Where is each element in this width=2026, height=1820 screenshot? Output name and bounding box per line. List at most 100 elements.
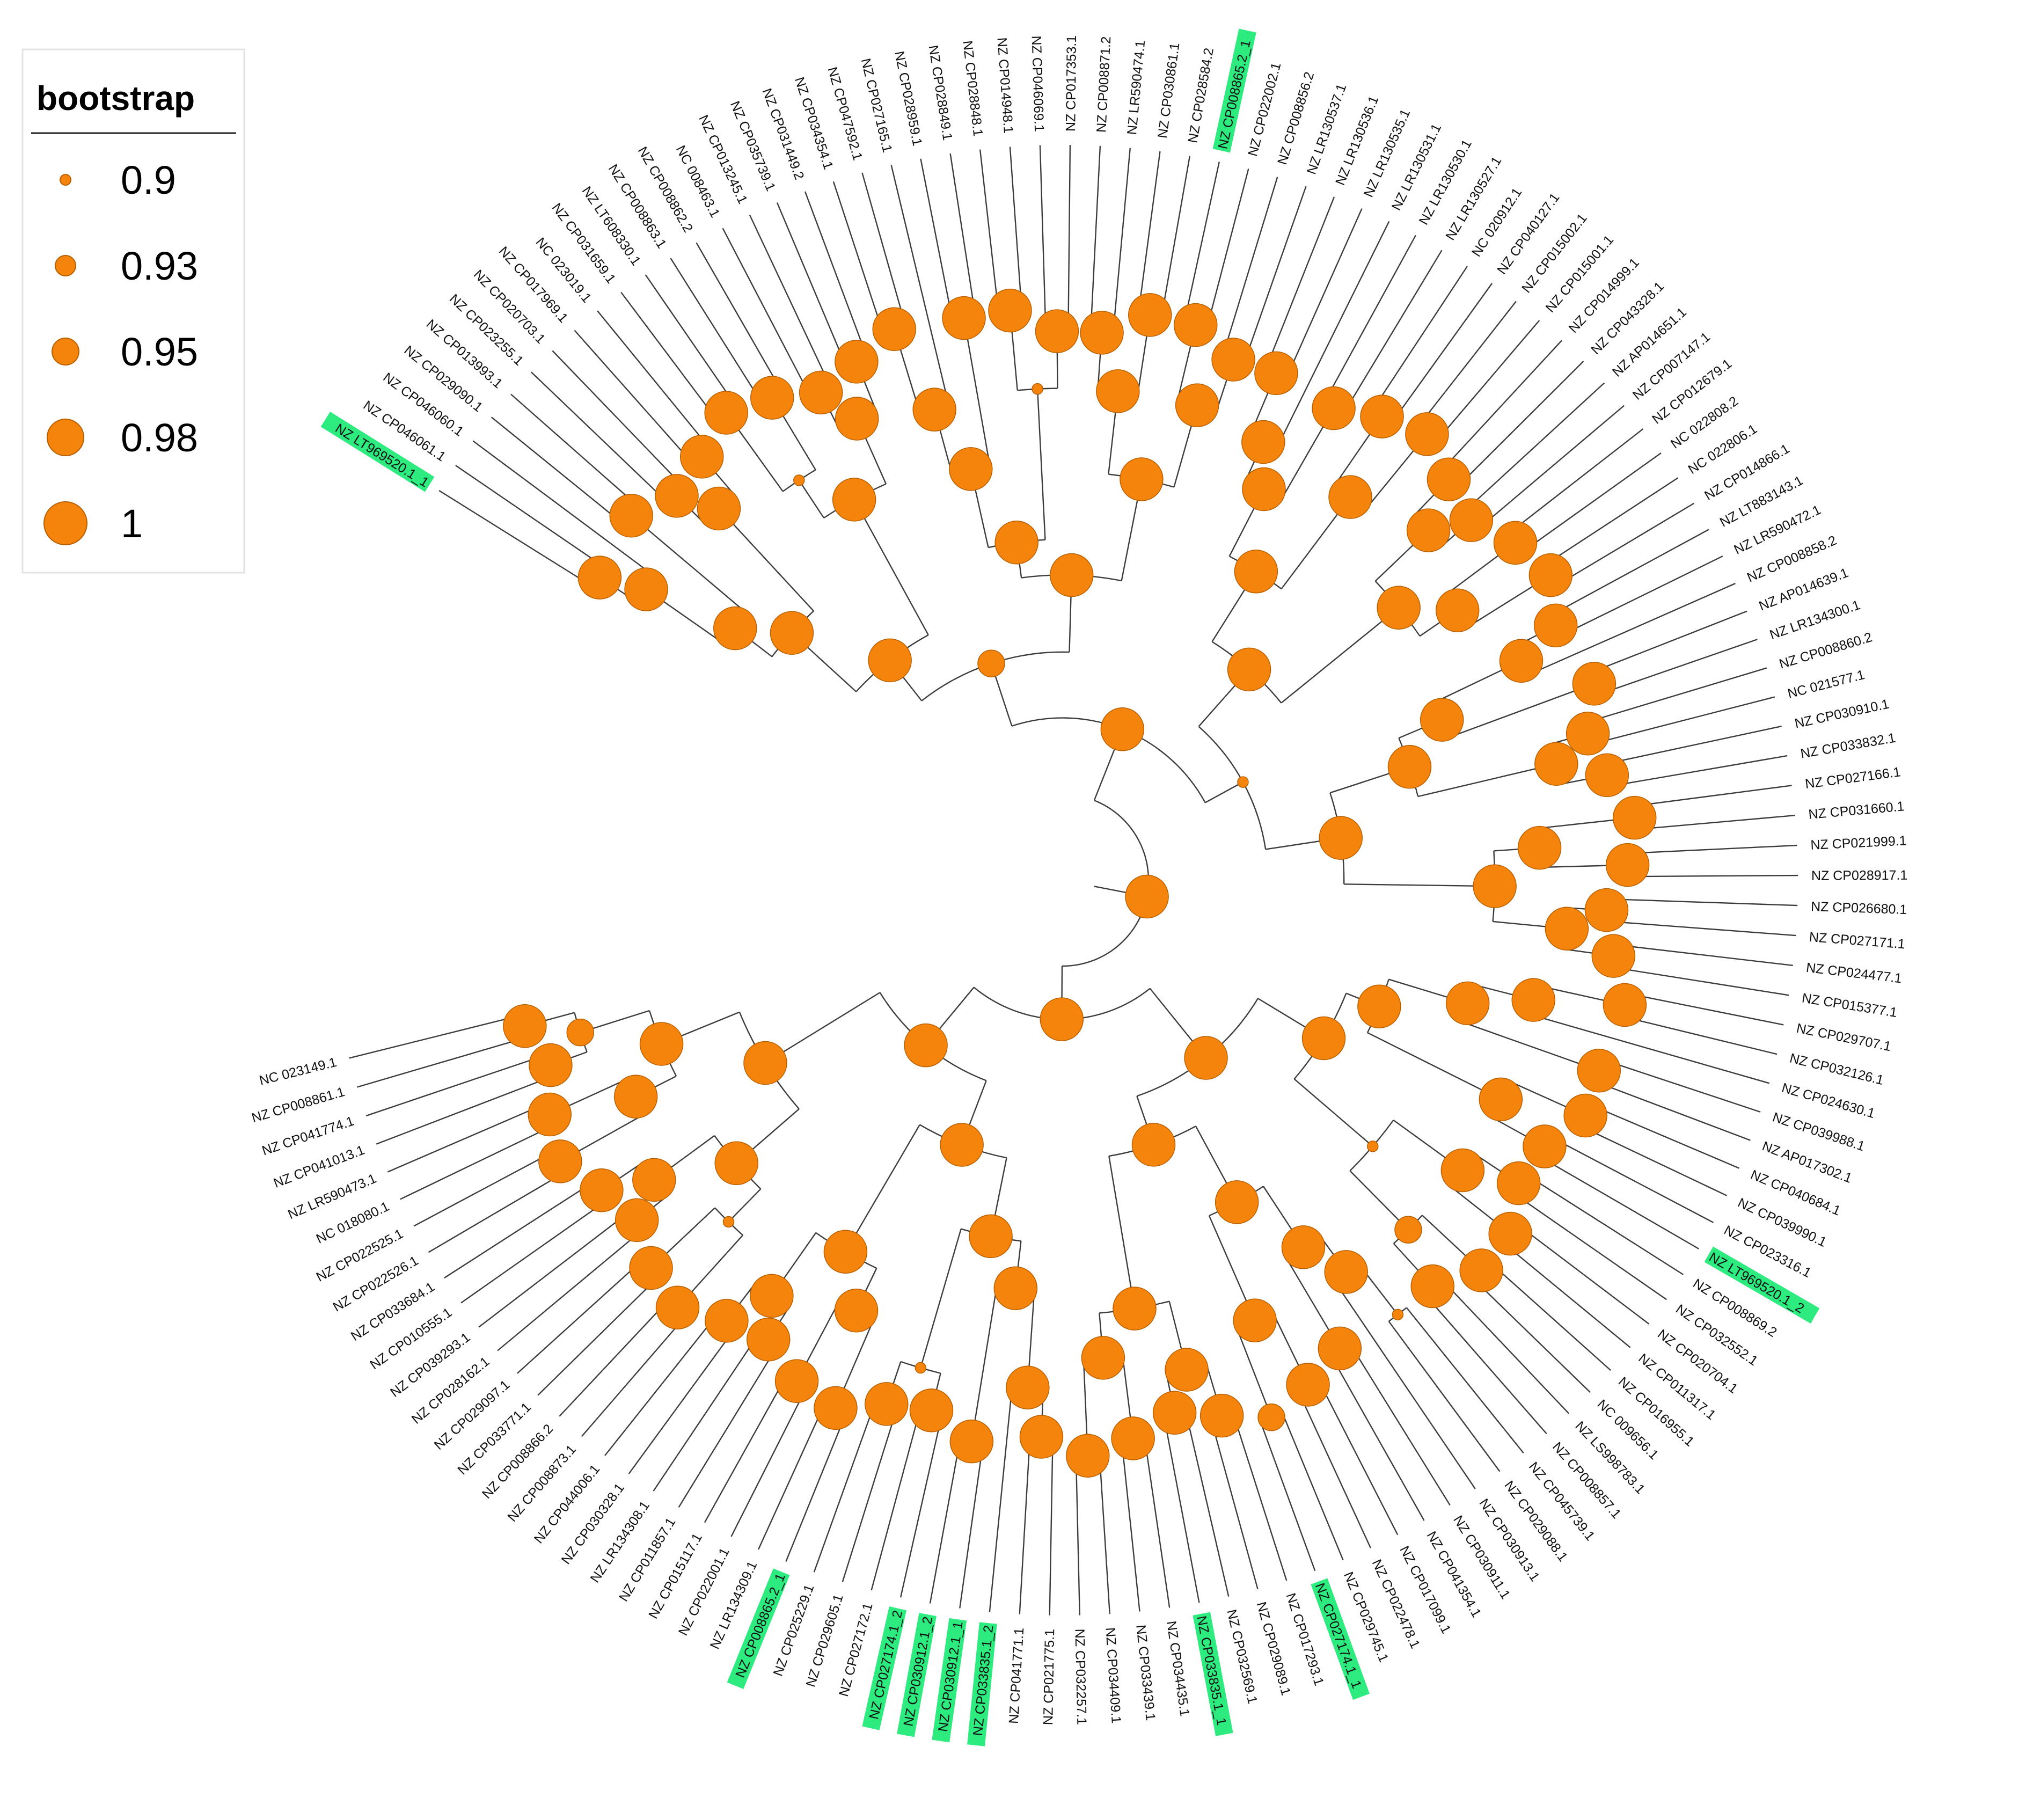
tip-label: NZ CP032126.1 [1788,1050,1885,1088]
bootstrap-node [655,1285,700,1329]
bootstrap-node [872,307,917,352]
tip: NZ CP030912.1_1 [932,1618,967,1743]
tip: NC 023149.1 [258,1055,338,1088]
tip: NZ CP008865.2_1 [1212,28,1256,153]
legend-label: 1 [121,501,143,546]
branch-line [1161,156,1191,317]
tip-label: NZ CP028584.2 [1185,47,1217,144]
bootstrap-node [1080,311,1124,355]
bootstrap-node [1612,795,1657,840]
bootstrap-node [1377,586,1421,630]
bootstrap-node [743,1041,787,1085]
tip-highlight [1193,1612,1233,1736]
tip: NZ CP030861.1 [1155,42,1183,139]
tip: NZ CP032569.1 [1224,1608,1260,1705]
branch-line [728,1188,762,1223]
branch-line [1627,844,1797,854]
bootstrap-node [942,296,986,340]
bootstrap-node [1511,978,1555,1022]
branch-line [1276,221,1390,449]
branch-line [1489,1261,1612,1371]
bootstrap-node [1032,383,1043,395]
bootstrap-node [823,1230,868,1274]
tip: NZ CP028849.1 [926,44,955,141]
branch-line [597,310,711,450]
branch-line [1163,1415,1200,1603]
tip-label: NZ CP032569.1 [1224,1608,1260,1705]
branch-line [581,1314,687,1437]
branch-line [559,1299,670,1417]
tip-highlight [967,1622,997,1746]
branch-line [670,258,763,404]
bootstrap-node [1392,1309,1404,1321]
branch-line [1549,1136,1714,1223]
bootstrap-node [1174,303,1218,347]
tip: NZ CP022002.1 [1245,61,1284,158]
branch-line [645,274,737,407]
bootstrap-node [624,567,668,611]
bootstrap-node [1440,1148,1485,1193]
bootstrap-node [680,435,724,479]
branch-line [491,416,625,525]
bootstrap-node [1533,603,1578,648]
tip-label: NZ CP024477.1 [1805,960,1903,986]
branch-line [1417,763,1557,798]
tip: NZ CP027171.1 [1809,930,1906,952]
branch-line [357,1036,528,1088]
branch-line [510,393,640,508]
bootstrap-node [1096,369,1140,413]
bootstrap-node [1215,1180,1259,1224]
tip-label: NZ CP028849.1 [926,44,955,141]
bootstrap-node [613,1075,658,1119]
branch-line [1517,1224,1650,1325]
branch-line [704,1375,787,1523]
tip-label: NZ CP027166.1 [1804,764,1901,792]
bootstrap-node [1312,386,1356,430]
tip: NZ CP028848.1 [960,40,985,137]
branch-line [478,1211,631,1328]
bootstrap-node [814,1386,858,1430]
branch-line [1473,1278,1591,1393]
branch-line [971,1285,998,1442]
bootstrap-legend: bootstrap 0.9 0.93 0.95 0.98 1 [21,48,245,574]
bootstrap-node [969,1214,1013,1259]
bootstrap-node [529,1043,573,1087]
branch-line [749,214,832,388]
bootstrap-node [1572,662,1617,706]
branch-line [845,1124,920,1252]
tip-label: NZ CP026680.1 [1811,899,1907,917]
bootstrap-node [580,1168,624,1212]
tip-label: NZ CP034435.1 [1164,1620,1193,1717]
tip-label: NZ CP015377.1 [1801,990,1898,1020]
tip-label: NZ CP030910.1 [1793,697,1890,732]
tip-label: NZ CP008860.2 [1778,630,1874,672]
bootstrap-node [1165,1348,1209,1392]
bootstrap-node [799,370,843,415]
tip-label: NZ CP029707.1 [1795,1021,1892,1055]
bootstrap-node [1319,816,1363,860]
tip: NZ CP033439.1 [1133,1624,1158,1721]
branch-line [678,1345,779,1508]
branch-line [1183,162,1220,323]
branch-line [1210,1419,1259,1590]
bootstrap-node [904,1023,948,1068]
bootstrap-node [1405,412,1449,456]
bootstrap-node [1242,467,1286,511]
branch-line [1281,607,1399,704]
bootstrap-node [949,1419,994,1464]
branch-line [1508,428,1644,535]
branch-line [1598,639,1758,696]
bootstrap-node [577,555,622,600]
tip-label: NZ CP031660.1 [1808,799,1905,822]
bootstrap-node [1585,753,1629,798]
branch-line [1627,992,1784,1026]
branch-line [963,318,991,466]
bootstrap-node [909,1388,954,1432]
tip-label: NZ CP027172.1 [836,1602,876,1698]
branch-line [1607,898,1798,907]
tree-branches [349,145,1798,1616]
bootstrap-nodes [503,288,1657,1478]
branch-line [1067,145,1071,332]
branch-line [1440,340,1563,472]
branch-line [387,1103,545,1173]
